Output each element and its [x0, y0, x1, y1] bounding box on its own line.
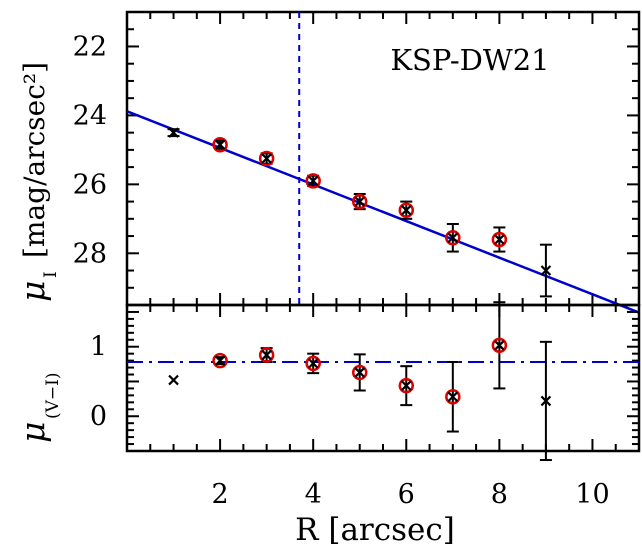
cross-marker	[261, 349, 272, 361]
circle-marker	[491, 337, 508, 354]
cross-marker	[540, 265, 552, 276]
circle-marker	[258, 347, 275, 363]
circle-marker	[491, 231, 508, 248]
x-tick-label: 6	[398, 479, 415, 510]
y-tick-label: 26	[73, 169, 107, 200]
cross-marker	[168, 127, 179, 138]
circle-marker	[305, 355, 321, 372]
x-tick-label: 8	[491, 479, 508, 510]
bottom-y-axis-label-symbol: μ	[13, 422, 52, 443]
circle-marker	[212, 352, 228, 369]
y-tick-label: 24	[73, 100, 107, 131]
y-tick-label: 28	[73, 238, 107, 269]
cross-marker	[540, 395, 552, 407]
y-tick-label: 22	[73, 31, 107, 62]
bottom-y-tick-labels: 01	[90, 332, 107, 433]
cross-marker	[214, 355, 226, 366]
circle-marker	[305, 173, 321, 189]
circle-marker	[398, 377, 415, 394]
circle-marker	[445, 230, 461, 246]
bottom-y-axis-label: μ (V−I)	[13, 372, 63, 443]
circle-marker	[445, 389, 461, 405]
cross-marker	[354, 367, 366, 378]
top-panel-ticks	[126, 11, 640, 306]
top-y-axis-label-units: [mag/arcsec²]	[18, 62, 51, 258]
fit-line	[126, 110, 640, 314]
bottom-panel: 01	[90, 301, 641, 462]
y-tick-label: 1	[90, 332, 107, 363]
circle-marker	[351, 364, 368, 381]
top-data-points	[167, 127, 552, 298]
circle-marker	[398, 202, 415, 218]
top-y-axis-label-subscript: I	[41, 271, 61, 278]
object-annotation: KSP-DW21	[390, 43, 549, 77]
circle-marker	[351, 193, 368, 210]
x-tick-labels: 2 4 6 8 10	[211, 479, 609, 510]
cross-marker	[400, 380, 412, 391]
y-tick-label: 0	[90, 401, 107, 432]
circle-marker	[212, 136, 228, 153]
x-tick-label: 4	[305, 479, 322, 510]
cross-marker	[168, 374, 179, 386]
cross-marker	[400, 204, 412, 216]
cross-marker	[307, 358, 319, 369]
x-tick-label: 2	[211, 479, 228, 510]
top-y-tick-labels: 22 24 26 28	[73, 31, 107, 269]
cross-marker	[307, 175, 319, 187]
top-panel: 22 24 26 28 KSP-DW21	[73, 10, 641, 314]
x-axis-label: R [arcsec]	[295, 512, 455, 548]
cross-marker	[261, 153, 272, 164]
bottom-y-axis-label-subscript: (V−I)	[43, 372, 63, 419]
bottom-data-points	[168, 301, 552, 462]
top-panel-frame	[125, 10, 641, 307]
cross-marker	[354, 196, 366, 207]
bottom-panel-ticks	[126, 305, 640, 452]
x-tick-label: 10	[575, 479, 609, 510]
top-y-axis-label-symbol: μ	[13, 281, 52, 302]
top-y-axis-label: μ I [mag/arcsec²]	[13, 62, 61, 302]
cross-marker	[447, 391, 459, 403]
cross-marker	[494, 340, 505, 351]
circle-marker	[258, 150, 275, 167]
cross-marker	[214, 139, 226, 150]
cross-marker	[494, 234, 505, 245]
cross-marker	[447, 232, 459, 244]
bottom-panel-frame	[125, 303, 641, 453]
